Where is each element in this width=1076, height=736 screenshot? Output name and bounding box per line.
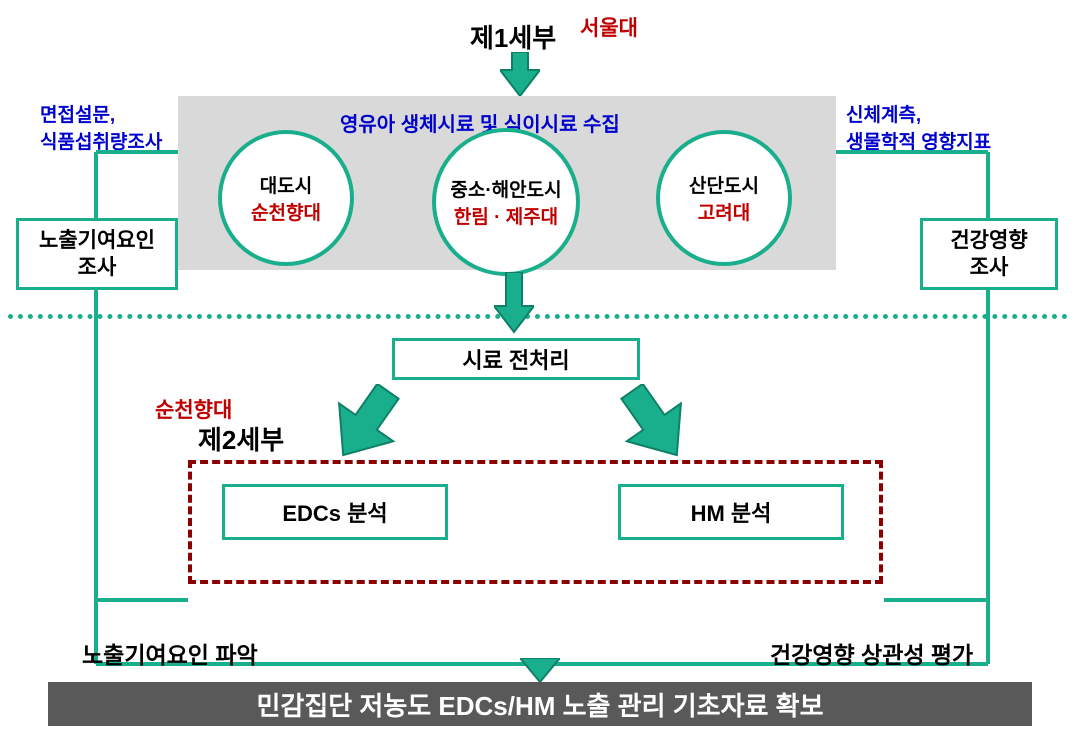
bottom-right-label: 건강영향 상관성 평가 (770, 636, 973, 670)
section2-label: 제2세부 (198, 420, 284, 457)
preproc-box: 시료 전처리 (392, 338, 640, 380)
dotted-divider (8, 314, 1068, 319)
arrow-left-angled (320, 384, 410, 464)
bottom-left-label: 노출기여요인 파악 (82, 636, 258, 670)
arrow-panel-down (494, 272, 534, 334)
arrow-footer-down (520, 658, 560, 684)
edcs-box: EDCs 분석 (222, 484, 448, 540)
footer-bar: 민감집단 저농도 EDCs/HM 노출 관리 기초자료 확보 (48, 682, 1032, 726)
arrow-right-angled (610, 384, 700, 464)
hm-box: HM 분석 (618, 484, 844, 540)
